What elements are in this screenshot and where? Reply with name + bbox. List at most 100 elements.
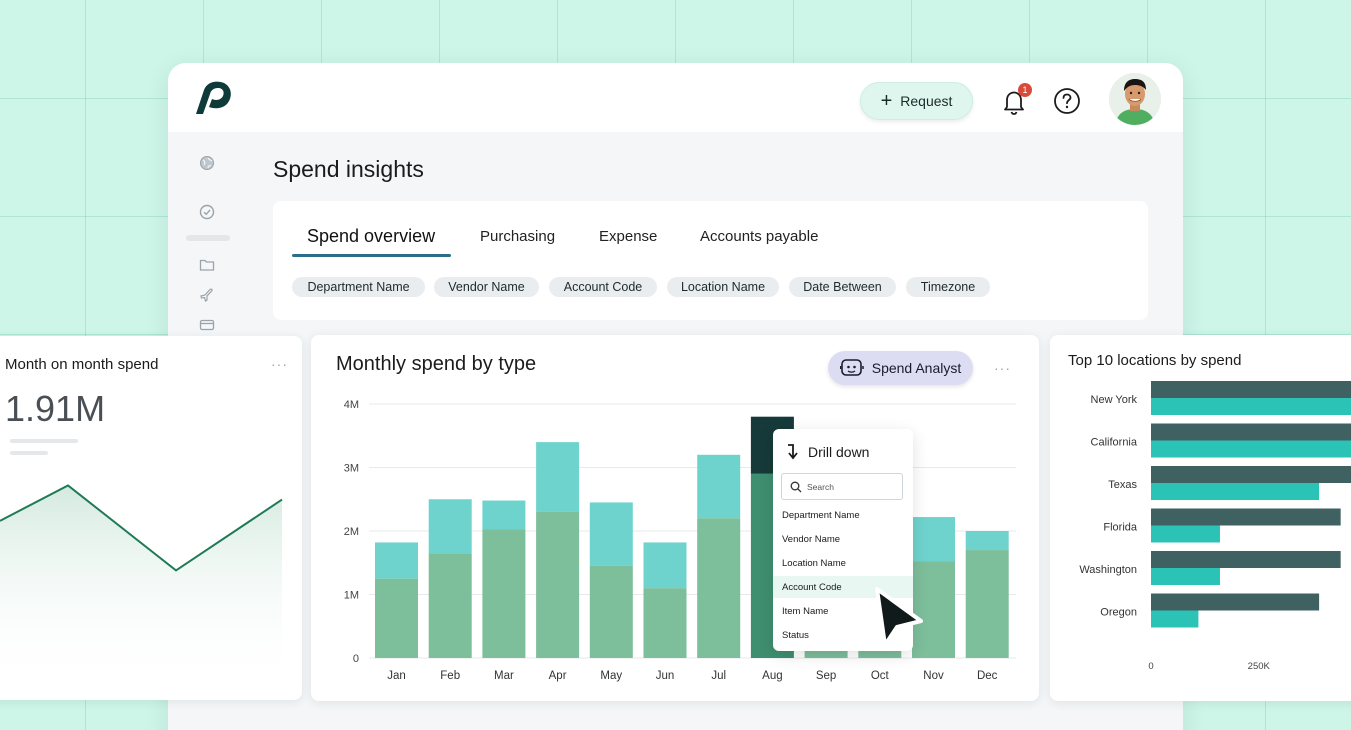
location-bar-teal: [1151, 483, 1320, 500]
bar-segment-top: [589, 502, 633, 566]
folder-icon[interactable]: [199, 257, 215, 273]
bar-segment-bottom: [643, 588, 687, 658]
top-bar: + Request 1: [168, 63, 1183, 132]
y-tick-label: 0: [353, 653, 359, 665]
bar-segment-top: [536, 442, 580, 512]
bar-segment-top: [428, 499, 472, 554]
bar-segment-top: [375, 542, 418, 579]
x-tick-label: Nov: [923, 670, 944, 682]
arrow-down-turn-icon: [788, 444, 798, 460]
filter-chip-timezone[interactable]: Timezone: [906, 277, 990, 297]
drill-item-item-name[interactable]: Item Name: [782, 605, 829, 617]
check-circle-icon[interactable]: [199, 204, 215, 220]
y-tick-label: 3M: [344, 463, 359, 475]
bar-segment-bottom: [697, 518, 741, 658]
drill-search-input[interactable]: Search: [781, 473, 903, 500]
cursor-arrow-icon: [875, 587, 923, 647]
location-label: New York: [1091, 394, 1138, 406]
locations-bar-chart: New York California Texas Florida Washington…: [1079, 381, 1351, 672]
tab-spend-overview[interactable]: Spend overview: [307, 226, 436, 246]
bar-segment-bottom: [965, 550, 1009, 658]
sidebar-divider: [186, 235, 230, 241]
plus-icon: +: [880, 90, 893, 112]
placeholder-line: [10, 439, 78, 443]
x-tick-label: 0: [1148, 661, 1153, 672]
robot-chat-icon: [839, 359, 864, 376]
tab-accounts-payable[interactable]: Accounts payable: [700, 228, 819, 245]
location-bar-dark: [1151, 593, 1320, 611]
drill-item-location[interactable]: Location Name: [782, 557, 846, 569]
filter-chip-vendor[interactable]: Vendor Name: [434, 277, 539, 297]
location-label: California: [1091, 437, 1138, 449]
drill-item-department[interactable]: Department Name: [782, 509, 860, 521]
location-bar-dark: [1151, 381, 1351, 398]
x-tick-label: Jun: [656, 670, 675, 682]
monthly-spend-card: Monthly spend by type Spend Analyst ··· …: [311, 335, 1039, 701]
y-tick-label: 1M: [344, 590, 359, 602]
location-label: Florida: [1103, 522, 1138, 534]
x-tick-label: Jan: [387, 670, 406, 682]
avatar[interactable]: [1109, 73, 1161, 125]
search-icon: [790, 481, 802, 493]
filter-chip-department[interactable]: Department Name: [292, 277, 425, 297]
bar-segment-bottom: [536, 511, 580, 658]
tab-expense[interactable]: Expense: [599, 228, 658, 245]
x-tick-label: Feb: [440, 670, 460, 682]
plane-icon[interactable]: [199, 287, 215, 303]
filter-chip-account-code[interactable]: Account Code: [549, 277, 657, 297]
location-bar-dark: [1151, 551, 1341, 568]
mom-line: [0, 484, 283, 572]
bar-segment-bottom: [912, 561, 955, 658]
location-label: Texas: [1108, 479, 1137, 491]
x-tick-label: Aug: [762, 670, 782, 682]
location-bar-teal: [1151, 568, 1220, 585]
x-tick-label: Jul: [711, 670, 726, 682]
location-bar-teal: [1151, 398, 1351, 415]
location-bar-teal: [1151, 525, 1220, 543]
month-on-month-card: Month on month spend ··· 1.91M: [0, 336, 302, 700]
drill-item-vendor[interactable]: Vendor Name: [782, 533, 841, 545]
location-label: Oregon: [1100, 607, 1137, 619]
monthly-bar-chart: 0 1M 2M 3M 4M Jan Feb Mar Apr May Jun Jul Aug Sep Oct N…: [344, 399, 1016, 682]
y-tick-label: 2M: [344, 526, 359, 538]
location-bar-dark: [1151, 466, 1351, 483]
filter-chip-date-between[interactable]: Date Between: [789, 277, 896, 297]
filter-chip-location[interactable]: Location Name: [667, 277, 779, 297]
bar-segment-top: [482, 500, 526, 530]
y-tick-label: 4M: [344, 399, 359, 411]
request-button[interactable]: + Request: [860, 82, 973, 120]
location-bar-teal: [1151, 440, 1351, 458]
x-tick-label: 250K: [1248, 661, 1271, 672]
user-avatar-icon: [1109, 73, 1161, 125]
bar-segment-top: [965, 531, 1009, 551]
globe-icon[interactable]: [199, 155, 215, 171]
bell-icon[interactable]: [999, 87, 1029, 117]
help-icon[interactable]: [1053, 87, 1081, 115]
page-title: Spend insights: [273, 156, 424, 182]
placeholder-line: [10, 451, 48, 455]
logo-icon[interactable]: [192, 80, 234, 116]
location-bar-teal: [1151, 610, 1199, 628]
bar-segment-bottom: [482, 529, 526, 658]
mom-menu-icon[interactable]: ···: [271, 356, 288, 372]
x-tick-label: May: [600, 670, 622, 682]
notification-badge: 1: [1018, 83, 1032, 97]
monthly-menu-icon[interactable]: ···: [994, 360, 1011, 376]
x-tick-label: Dec: [977, 670, 998, 682]
mom-title: Month on month spend: [5, 356, 159, 373]
x-tick-label: Oct: [871, 670, 890, 682]
x-tick-label: Mar: [494, 670, 514, 682]
bar-segment-top: [697, 454, 741, 519]
bar-segment-top: [912, 517, 955, 562]
spend-analyst-button[interactable]: Spend Analyst: [828, 351, 973, 385]
tab-purchasing[interactable]: Purchasing: [480, 228, 556, 245]
location-bar-dark: [1151, 423, 1351, 441]
drill-item-status[interactable]: Status: [782, 629, 809, 641]
drill-search-placeholder: Search: [807, 481, 834, 492]
x-tick-label: Apr: [549, 670, 567, 682]
spend-analyst-label: Spend Analyst: [871, 360, 962, 376]
drill-down-title: Drill down: [808, 444, 870, 460]
bar-segment-bottom: [375, 578, 418, 658]
bar-segment-bottom: [428, 553, 472, 658]
credit-card-icon[interactable]: [199, 317, 215, 333]
